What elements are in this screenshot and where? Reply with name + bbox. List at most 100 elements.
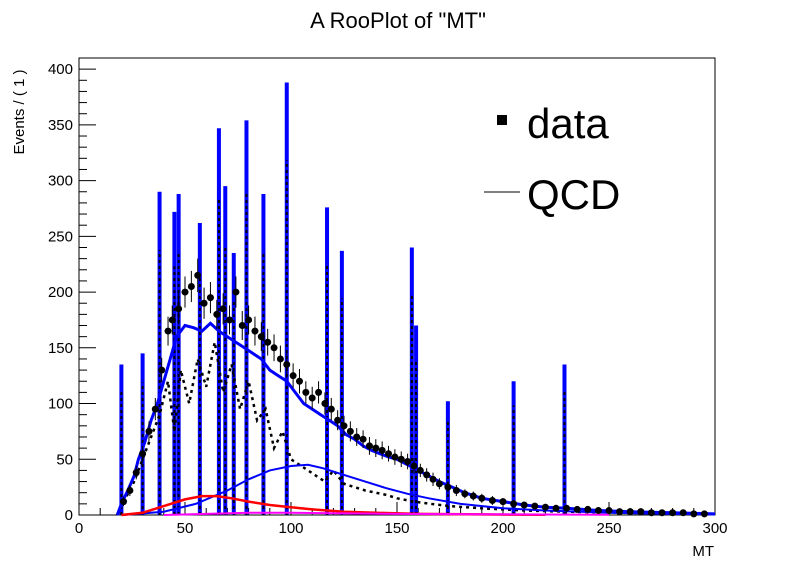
data-point — [416, 466, 424, 474]
data-point — [372, 444, 380, 452]
x-tick-label: 250 — [596, 520, 621, 537]
y-tick-label: 350 — [48, 117, 73, 134]
data-point — [531, 502, 539, 510]
data-point — [213, 310, 221, 318]
data-point — [232, 288, 240, 296]
y-tick-label: 300 — [48, 173, 73, 190]
data-point — [168, 316, 176, 324]
y-axis-label: Events / ( 1 ) — [11, 69, 28, 154]
data-point — [594, 507, 602, 515]
y-tick-label: 400 — [48, 61, 73, 78]
x-tick-label: 200 — [490, 520, 515, 537]
data-point — [158, 366, 166, 374]
data-point — [520, 501, 528, 509]
x-tick-label: 0 — [75, 520, 83, 537]
y-tick-label: 50 — [56, 451, 73, 468]
data-point — [429, 475, 437, 483]
y-tick-label: 0 — [65, 507, 73, 524]
data-point — [139, 450, 147, 458]
legend-data-label: data — [527, 100, 609, 147]
data-point — [563, 504, 571, 512]
data-point — [226, 316, 234, 324]
magenta-component-line — [163, 511, 610, 516]
data-point — [469, 492, 477, 500]
y-tick-label: 150 — [48, 340, 73, 357]
data-point — [452, 486, 460, 494]
data-point — [573, 505, 581, 513]
qcd-spikes — [119, 82, 567, 515]
data-point — [637, 508, 645, 516]
data-points — [120, 258, 708, 518]
data-point — [410, 462, 418, 470]
axis-ticks: 0 50 100 150 200 250 300 0 50 100 150 200 250 300 350 4… — [48, 57, 728, 537]
y-tick-label: 100 — [48, 396, 73, 413]
data-point — [365, 442, 373, 450]
data-point — [270, 344, 278, 352]
x-tick-label: 100 — [278, 520, 303, 537]
data-point — [679, 509, 687, 517]
data-point — [145, 427, 153, 435]
data-point — [541, 503, 549, 511]
data-point — [669, 509, 677, 517]
data-point — [488, 497, 496, 505]
data-point — [391, 453, 399, 461]
data-point — [302, 388, 310, 396]
data-point — [647, 509, 655, 517]
blue-component-line — [121, 463, 716, 516]
data-point — [283, 361, 291, 369]
data-point — [461, 490, 469, 498]
data-point — [194, 271, 202, 279]
data-point — [295, 377, 303, 385]
data-point — [321, 400, 329, 408]
data-point — [435, 480, 443, 488]
data-point — [478, 494, 486, 502]
data-point — [346, 427, 354, 435]
data-point — [264, 338, 272, 346]
y-tick-label: 250 — [48, 228, 73, 245]
chart-title: A RooPlot of "MT" — [310, 8, 486, 33]
data-point — [276, 355, 284, 363]
data-point — [289, 372, 297, 380]
data-point — [200, 299, 208, 307]
data-point — [164, 327, 172, 335]
legend-data-marker — [497, 115, 507, 125]
data-point — [238, 322, 246, 330]
data-point — [616, 508, 624, 516]
data-point — [584, 505, 592, 513]
data-point — [385, 450, 393, 458]
data-point — [626, 508, 634, 516]
data-point — [245, 316, 253, 324]
data-point — [187, 283, 195, 290]
x-tick-label: 300 — [702, 520, 727, 537]
data-point — [181, 288, 189, 296]
data-point — [658, 509, 666, 517]
x-axis-label: MT — [692, 543, 714, 560]
data-point — [327, 405, 335, 413]
data-point — [206, 294, 214, 302]
x-tick-label: 50 — [177, 520, 194, 537]
data-point — [120, 498, 128, 506]
data-point — [334, 416, 342, 424]
data-point — [700, 510, 708, 518]
y-tick-label: 200 — [48, 284, 73, 301]
data-point — [340, 422, 348, 430]
data-point — [132, 469, 140, 477]
data-point — [404, 457, 412, 465]
data-point — [308, 394, 316, 402]
data-point — [444, 483, 452, 491]
legend: data QCD — [484, 100, 620, 218]
data-point — [690, 510, 698, 518]
data-point — [423, 471, 431, 479]
data-point — [251, 327, 259, 335]
data-point — [510, 500, 518, 508]
data-point — [552, 504, 560, 512]
data-point — [605, 507, 613, 515]
data-point — [353, 433, 361, 441]
data-point — [257, 333, 265, 341]
data-point — [378, 446, 386, 454]
data-point — [397, 455, 405, 463]
data-point — [175, 305, 183, 313]
data-point — [151, 405, 159, 413]
data-point — [315, 388, 323, 396]
